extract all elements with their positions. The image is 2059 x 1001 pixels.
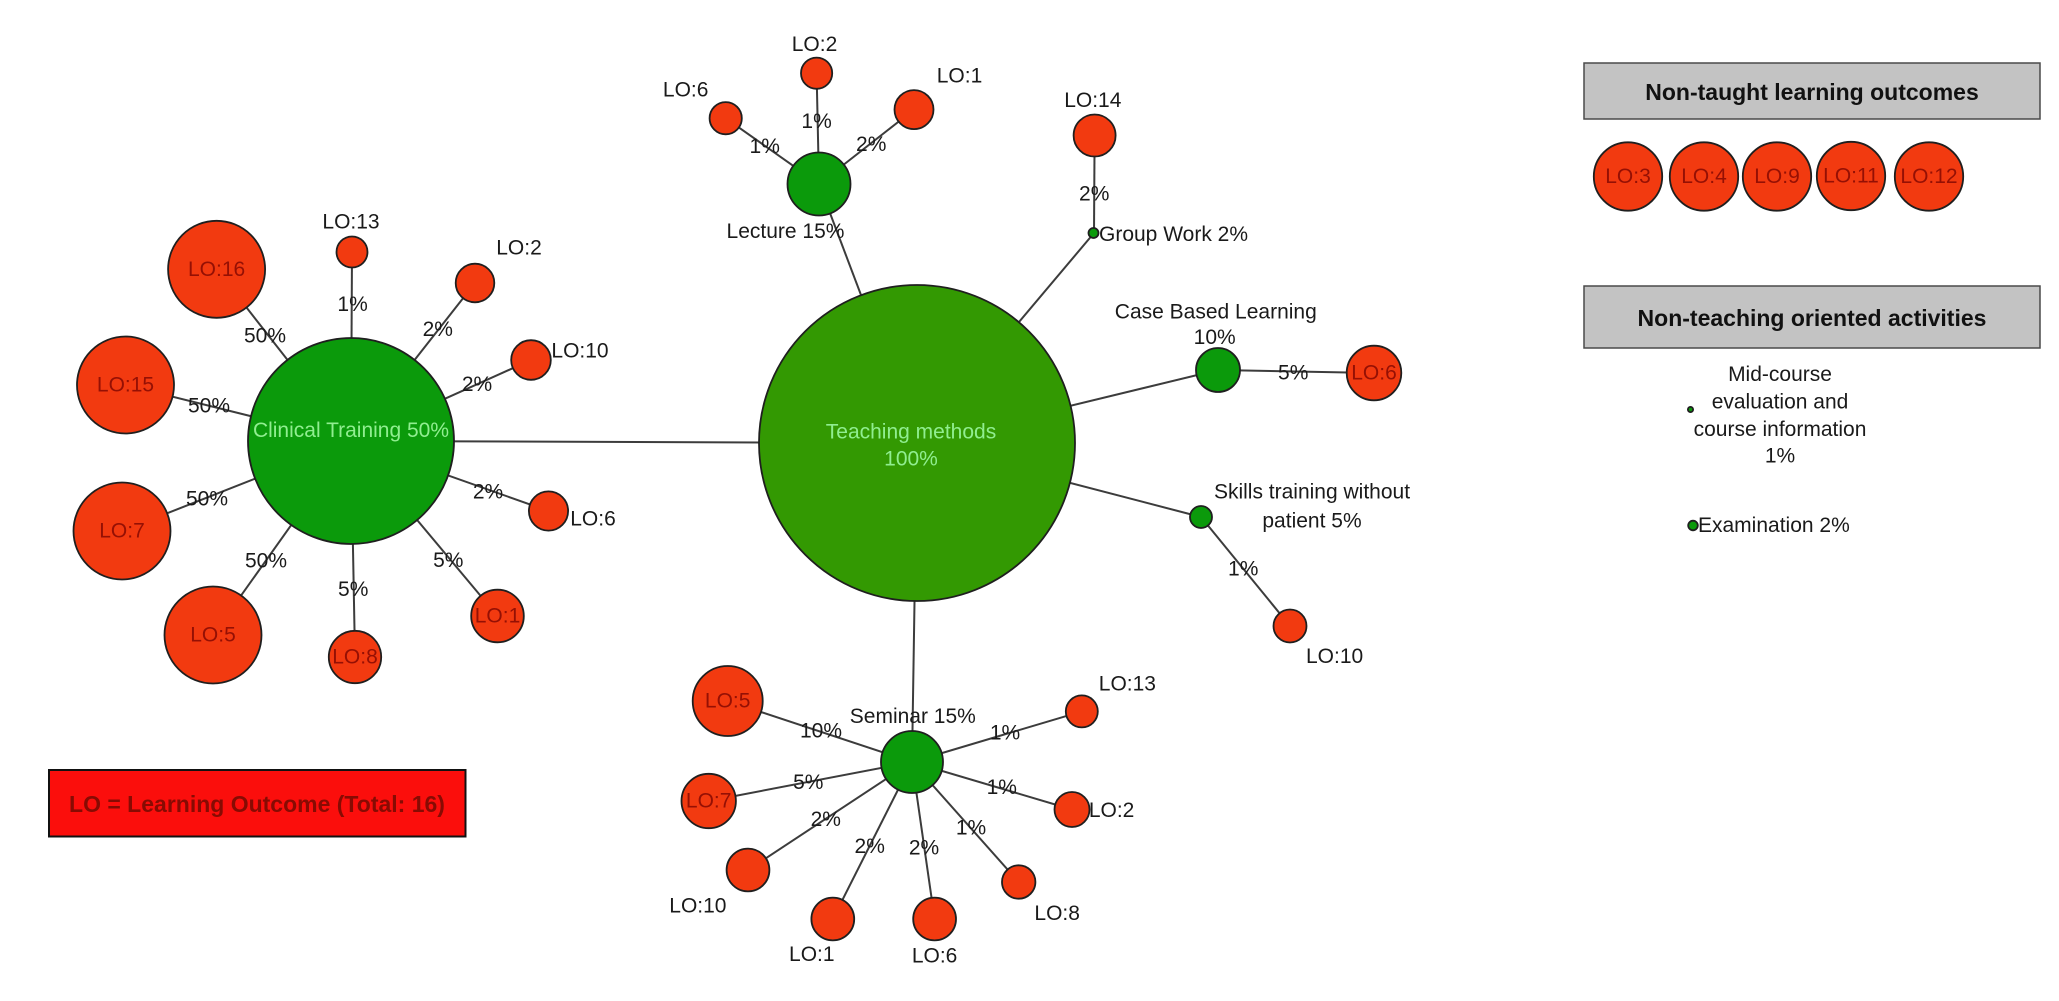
svg-text:Skills training without: Skills training without bbox=[1214, 481, 1410, 504]
svg-text:Non-teaching oriented activiti: Non-teaching oriented activities bbox=[1638, 305, 1987, 331]
svg-text:5%: 5% bbox=[338, 578, 368, 601]
svg-text:Clinical Training 50%: Clinical Training 50% bbox=[253, 419, 449, 442]
svg-text:50%: 50% bbox=[186, 488, 228, 511]
svg-text:1%: 1% bbox=[1765, 445, 1795, 468]
svg-text:LO:8: LO:8 bbox=[332, 646, 378, 669]
svg-text:LO:2: LO:2 bbox=[1089, 799, 1135, 822]
svg-text:LO:1: LO:1 bbox=[475, 605, 521, 628]
svg-text:LO:6: LO:6 bbox=[912, 945, 958, 968]
svg-text:LO:12: LO:12 bbox=[1900, 165, 1957, 188]
svg-text:2%: 2% bbox=[462, 373, 492, 396]
svg-text:LO:16: LO:16 bbox=[188, 258, 245, 281]
svg-text:LO:8: LO:8 bbox=[1034, 902, 1080, 925]
svg-text:LO:13: LO:13 bbox=[1099, 673, 1156, 696]
svg-text:LO:6: LO:6 bbox=[570, 508, 616, 531]
svg-text:LO:3: LO:3 bbox=[1605, 165, 1651, 188]
svg-text:LO:4: LO:4 bbox=[1681, 165, 1727, 188]
svg-text:1%: 1% bbox=[750, 135, 780, 158]
svg-text:LO:14: LO:14 bbox=[1064, 89, 1122, 112]
svg-text:2%: 2% bbox=[855, 835, 885, 858]
svg-text:50%: 50% bbox=[245, 550, 287, 573]
svg-text:LO:2: LO:2 bbox=[496, 237, 542, 260]
svg-text:2%: 2% bbox=[423, 318, 453, 341]
svg-text:LO:9: LO:9 bbox=[1754, 165, 1800, 188]
svg-text:LO:10: LO:10 bbox=[1306, 645, 1363, 668]
svg-text:5%: 5% bbox=[433, 549, 463, 572]
svg-text:2%: 2% bbox=[473, 480, 503, 503]
svg-text:LO:13: LO:13 bbox=[322, 211, 379, 234]
svg-text:5%: 5% bbox=[793, 771, 823, 794]
svg-text:100%: 100% bbox=[884, 448, 938, 471]
svg-text:Teaching methods: Teaching methods bbox=[826, 421, 996, 444]
svg-text:1%: 1% bbox=[801, 110, 831, 133]
svg-text:LO:10: LO:10 bbox=[551, 340, 608, 363]
svg-text:evaluation and: evaluation and bbox=[1712, 391, 1849, 414]
svg-text:LO:15: LO:15 bbox=[97, 374, 154, 397]
svg-text:Non-taught learning outcomes: Non-taught learning outcomes bbox=[1645, 79, 1979, 105]
svg-text:course information: course information bbox=[1694, 418, 1867, 441]
svg-text:1%: 1% bbox=[337, 293, 367, 316]
svg-text:LO:2: LO:2 bbox=[792, 33, 838, 56]
svg-text:LO:1: LO:1 bbox=[789, 943, 835, 966]
svg-text:2%: 2% bbox=[811, 808, 841, 831]
svg-text:LO:6: LO:6 bbox=[663, 79, 709, 102]
svg-text:10%: 10% bbox=[800, 720, 842, 743]
svg-text:1%: 1% bbox=[956, 817, 986, 840]
svg-text:LO:6: LO:6 bbox=[1351, 362, 1397, 385]
svg-text:LO:7: LO:7 bbox=[99, 520, 145, 543]
svg-text:10%: 10% bbox=[1194, 326, 1236, 349]
svg-text:LO:10: LO:10 bbox=[669, 895, 726, 918]
svg-text:Group Work 2%: Group Work 2% bbox=[1099, 223, 1248, 246]
svg-text:2%: 2% bbox=[909, 837, 939, 860]
svg-text:LO:11: LO:11 bbox=[1823, 165, 1879, 188]
svg-text:patient 5%: patient 5% bbox=[1262, 510, 1361, 533]
svg-text:LO:5: LO:5 bbox=[705, 690, 751, 713]
svg-text:Seminar 15%: Seminar 15% bbox=[850, 705, 976, 728]
svg-text:1%: 1% bbox=[987, 776, 1017, 799]
svg-text:50%: 50% bbox=[244, 325, 286, 348]
svg-text:1%: 1% bbox=[1228, 558, 1258, 581]
svg-text:LO:1: LO:1 bbox=[937, 64, 983, 87]
svg-text:LO:7: LO:7 bbox=[686, 790, 732, 813]
svg-text:2%: 2% bbox=[1079, 182, 1109, 205]
svg-text:Lecture 15%: Lecture 15% bbox=[727, 220, 845, 243]
svg-text:Examination 2%: Examination 2% bbox=[1698, 514, 1850, 537]
svg-text:Mid-course: Mid-course bbox=[1728, 363, 1832, 386]
svg-text:2%: 2% bbox=[856, 133, 886, 156]
svg-text:1%: 1% bbox=[990, 722, 1020, 745]
svg-text:Case Based Learning: Case Based Learning bbox=[1115, 300, 1317, 323]
svg-text:50%: 50% bbox=[188, 395, 230, 418]
svg-text:LO:5: LO:5 bbox=[190, 624, 236, 647]
svg-text:LO = Learning Outcome (Total:: LO = Learning Outcome (Total: 16) bbox=[69, 791, 445, 817]
svg-text:5%: 5% bbox=[1278, 361, 1308, 384]
